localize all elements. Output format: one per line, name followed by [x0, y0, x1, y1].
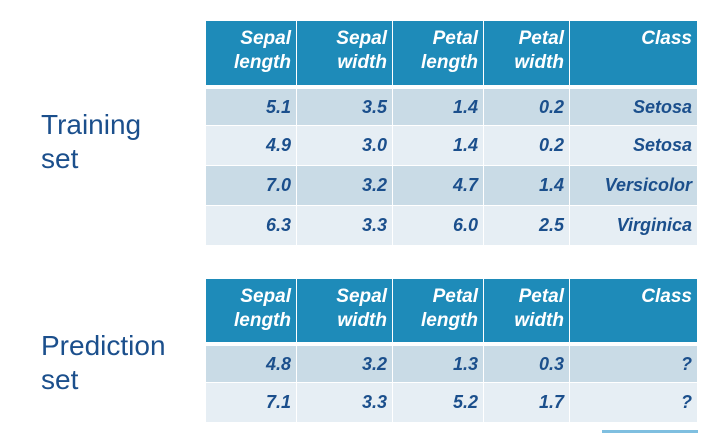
table-row: 7.1 3.3 5.2 1.7 ?: [206, 382, 697, 422]
table-row: 7.0 3.2 4.7 1.4 Versicolor: [206, 165, 697, 205]
cell-sepal-width: 3.3: [297, 382, 393, 422]
cell-class: Setosa: [570, 85, 697, 125]
cell-sepal-width: 3.5: [297, 85, 393, 125]
cell-class: Versicolor: [570, 165, 697, 205]
table-row: 5.1 3.5 1.4 0.2 Setosa: [206, 85, 697, 125]
cell-petal-length: 1.3: [393, 342, 484, 382]
cell-class: ?: [570, 382, 697, 422]
header-sepal-length: Sepal length: [206, 279, 297, 342]
header-petal-length: Petal length: [393, 279, 484, 342]
header-sepal-width: Sepal width: [297, 279, 393, 342]
cell-petal-width: 1.4: [484, 165, 570, 205]
cell-petal-length: 1.4: [393, 125, 484, 165]
header-petal-width: Petal width: [484, 21, 570, 85]
cell-sepal-width: 3.3: [297, 205, 393, 245]
cell-class: Setosa: [570, 125, 697, 165]
prediction-set-table: Sepal length Sepal width Petal length Petal…: [206, 279, 697, 422]
cell-petal-width: 0.2: [484, 85, 570, 125]
header-sepal-width: Sepal width: [297, 21, 393, 85]
cell-petal-length: 5.2: [393, 382, 484, 422]
cell-class: ?: [570, 342, 697, 382]
table-row: 4.9 3.0 1.4 0.2 Setosa: [206, 125, 697, 165]
cell-sepal-width: 3.2: [297, 342, 393, 382]
accent-bar: [602, 430, 698, 433]
prediction-set-label-line-1: Prediction: [41, 330, 166, 361]
cell-sepal-length: 6.3: [206, 205, 297, 245]
cell-petal-width: 0.2: [484, 125, 570, 165]
header-petal-length: Petal length: [393, 21, 484, 85]
header-petal-width: Petal width: [484, 279, 570, 342]
cell-class: Virginica: [570, 205, 697, 245]
cell-petal-width: 0.3: [484, 342, 570, 382]
cell-sepal-width: 3.2: [297, 165, 393, 205]
header-class: Class: [570, 21, 697, 85]
prediction-set-label: Prediction set: [41, 329, 166, 397]
cell-petal-length: 6.0: [393, 205, 484, 245]
table-row: 6.3 3.3 6.0 2.5 Virginica: [206, 205, 697, 245]
cell-petal-width: 1.7: [484, 382, 570, 422]
cell-petal-length: 4.7: [393, 165, 484, 205]
cell-sepal-width: 3.0: [297, 125, 393, 165]
training-set-label-line-1: Training: [41, 109, 142, 140]
cell-sepal-length: 4.9: [206, 125, 297, 165]
header-class: Class: [570, 279, 697, 342]
cell-sepal-length: 7.0: [206, 165, 297, 205]
header-sepal-length: Sepal length: [206, 21, 297, 85]
cell-petal-length: 1.4: [393, 85, 484, 125]
cell-sepal-length: 7.1: [206, 382, 297, 422]
table-header-row: Sepal length Sepal width Petal length Petal…: [206, 21, 697, 85]
table-header-row: Sepal length Sepal width Petal length Petal…: [206, 279, 697, 342]
table-row: 4.8 3.2 1.3 0.3 ?: [206, 342, 697, 382]
prediction-set-label-line-2: set: [41, 364, 79, 395]
cell-petal-width: 2.5: [484, 205, 570, 245]
training-set-table: Sepal length Sepal width Petal length Petal…: [206, 21, 697, 245]
training-set-label: Training set: [41, 108, 141, 176]
cell-sepal-length: 5.1: [206, 85, 297, 125]
training-set-label-line-2: set: [41, 143, 79, 174]
cell-sepal-length: 4.8: [206, 342, 297, 382]
